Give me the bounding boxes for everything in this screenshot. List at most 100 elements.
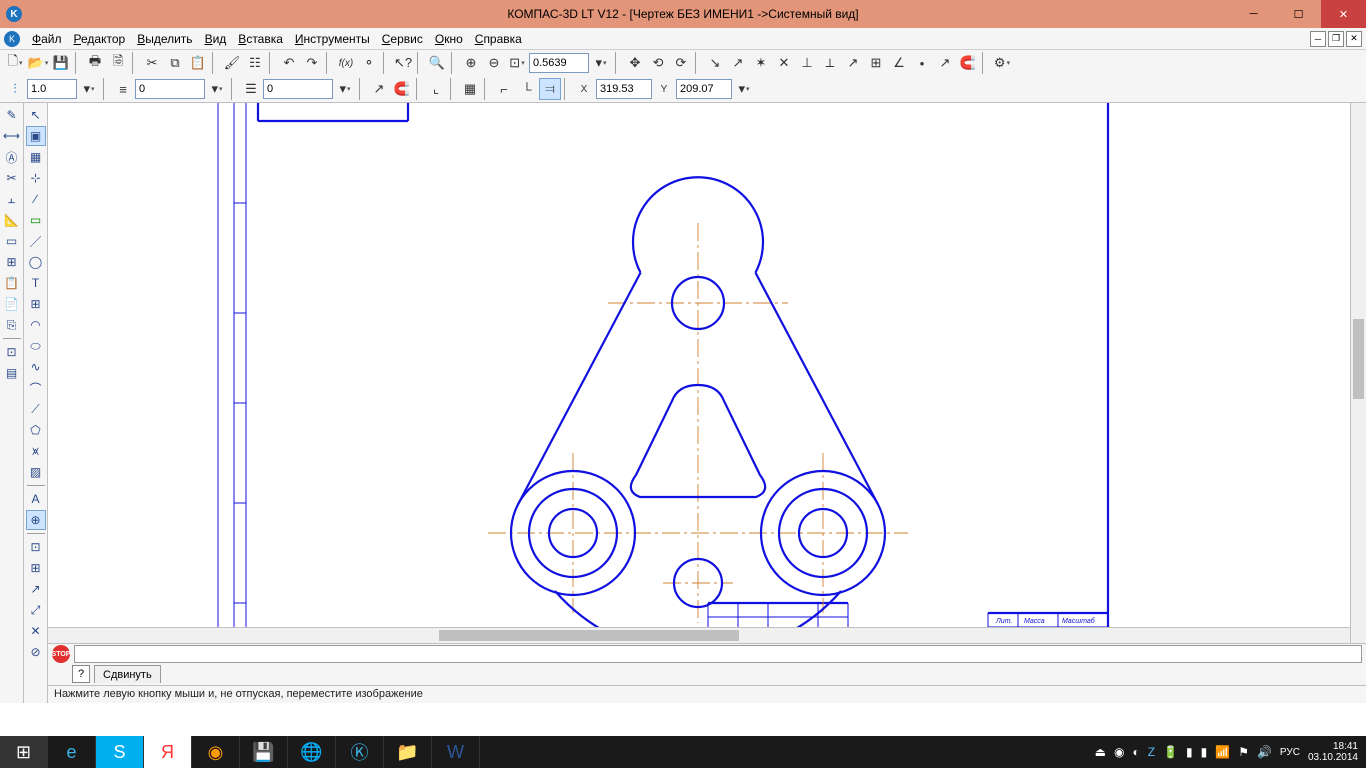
snap-toggle-button[interactable]: 🧲	[957, 52, 979, 74]
style-button[interactable]: ≡	[112, 78, 134, 100]
assoc-panel-button[interactable]: ⊞	[2, 252, 22, 272]
menu-сервис[interactable]: Сервис	[376, 30, 429, 48]
snap-center-button[interactable]: ✶	[750, 52, 772, 74]
mdi-close-button[interactable]: ✕	[1346, 31, 1362, 47]
tray-icon[interactable]: ▮	[1186, 745, 1193, 759]
layer-input[interactable]	[263, 79, 333, 99]
view-tool-6[interactable]: ⊘	[26, 642, 46, 662]
help-button[interactable]: ?	[72, 665, 90, 683]
layer-dd[interactable]: ▾	[334, 78, 356, 100]
select-panel-button[interactable]: ▭	[2, 231, 22, 251]
rect-tool[interactable]: ▭	[26, 210, 46, 230]
snap-along-button[interactable]: ↗	[934, 52, 956, 74]
clock[interactable]: 18:41 03.10.2014	[1308, 741, 1358, 763]
print-button[interactable]: 🖶	[84, 52, 106, 74]
save-taskbar-button[interactable]: 💾	[240, 736, 288, 768]
text-tool[interactable]: T	[26, 273, 46, 293]
snap-intersect-button[interactable]: ✕	[773, 52, 795, 74]
view-tool-2[interactable]: ⊞	[26, 558, 46, 578]
skype-taskbar-button[interactable]: S	[96, 736, 144, 768]
ortho-button[interactable]: ↗	[368, 78, 390, 100]
preview-button[interactable]: 🗟	[107, 52, 129, 74]
spline-tool[interactable]: ∿	[26, 357, 46, 377]
chamfer-tool[interactable]: ⟋	[26, 399, 46, 419]
open-button[interactable]: 📂	[27, 52, 49, 74]
start-button[interactable]: ⊞	[0, 736, 48, 768]
snap-tangent-button[interactable]: ⊥	[796, 52, 818, 74]
mdi-restore-button[interactable]: ❐	[1328, 31, 1344, 47]
network-icon[interactable]: 📶	[1215, 745, 1230, 759]
help-cursor-button[interactable]: ↖?	[392, 52, 414, 74]
zoom-prev-button[interactable]: ⟲	[647, 52, 669, 74]
kompas-taskbar-button[interactable]: Ⓚ	[336, 736, 384, 768]
reports-panel-button[interactable]: 📄	[2, 294, 22, 314]
ie-taskbar-button[interactable]: e	[48, 736, 96, 768]
cursor-tool[interactable]: ↖	[26, 105, 46, 125]
save-button[interactable]: 💾	[50, 52, 72, 74]
tray-icon[interactable]: ◉	[1114, 745, 1124, 759]
close-button[interactable]: ✕	[1321, 0, 1366, 28]
menu-окно[interactable]: Окно	[429, 30, 469, 48]
mdi-minimize-button[interactable]: ─	[1310, 31, 1326, 47]
edit-panel-button[interactable]: ✂	[2, 168, 22, 188]
command-input[interactable]	[74, 645, 1362, 663]
variables-button[interactable]: ⚬	[358, 52, 380, 74]
menu-вид[interactable]: Вид	[199, 30, 233, 48]
zoom-window-button[interactable]: 🔍	[426, 52, 448, 74]
snap-point-button[interactable]: •	[911, 52, 933, 74]
yandex-taskbar-button[interactable]: Я	[144, 736, 192, 768]
maximize-button[interactable]: ☐	[1276, 0, 1321, 28]
layer-button[interactable]: ☰	[240, 78, 262, 100]
volume-icon[interactable]: 🔊	[1257, 745, 1272, 759]
snap-end-button[interactable]: ↘	[704, 52, 726, 74]
circle-tool[interactable]: ◯	[26, 252, 46, 272]
tray-icon[interactable]: ▮	[1201, 745, 1208, 759]
table-tool[interactable]: ⊞	[26, 294, 46, 314]
step-button[interactable]: ⫶	[4, 78, 26, 100]
snap-normal-button[interactable]: ⟂	[819, 52, 841, 74]
copy-props-button[interactable]: 🖌	[221, 52, 243, 74]
polygon-tool[interactable]: ⬠	[26, 420, 46, 440]
tray-icon[interactable]: 🔋	[1163, 745, 1178, 759]
language-indicator[interactable]: РУС	[1280, 747, 1300, 758]
menu-редактор[interactable]: Редактор	[68, 30, 132, 48]
menu-вставка[interactable]: Вставка	[232, 30, 289, 48]
stop-button[interactable]: STOP	[52, 645, 70, 663]
redo-button[interactable]: ↷	[301, 52, 323, 74]
action-center-icon[interactable]: ⚑	[1238, 745, 1249, 759]
ortho-mode-button[interactable]: ⌐	[493, 78, 515, 100]
hatch-tool[interactable]: ▨	[26, 462, 46, 482]
view-tool-4[interactable]: ⤢	[26, 600, 46, 620]
menu-справка[interactable]: Справка	[469, 30, 528, 48]
geometry-panel-button[interactable]: ✎	[2, 105, 22, 125]
coord-dd[interactable]: ▾	[733, 78, 755, 100]
view-tool-5[interactable]: ✕	[26, 621, 46, 641]
grid-button[interactable]: ▦	[459, 78, 481, 100]
aux-line-tool[interactable]: ∕	[26, 189, 46, 209]
paste-button[interactable]: 📋	[187, 52, 209, 74]
style-dd[interactable]: ▾	[206, 78, 228, 100]
coord-y-input[interactable]	[676, 79, 732, 99]
font-tool[interactable]: A	[26, 489, 46, 509]
coord-x-input[interactable]	[596, 79, 652, 99]
command-tab[interactable]: Сдвинуть	[94, 665, 161, 683]
origin-tool[interactable]: ⊕	[26, 510, 46, 530]
properties-button[interactable]: ☷	[244, 52, 266, 74]
style-input[interactable]	[135, 79, 205, 99]
aimp-taskbar-button[interactable]: ◉	[192, 736, 240, 768]
copy-button[interactable]: ⧉	[164, 52, 186, 74]
new-button[interactable]: 🗋	[4, 52, 26, 74]
menu-выделить[interactable]: Выделить	[131, 30, 198, 48]
minimize-button[interactable]: ─	[1231, 0, 1276, 28]
params-panel-button[interactable]: ⫠	[2, 189, 22, 209]
view-tool-1[interactable]: ⊡	[26, 537, 46, 557]
measure-panel-button[interactable]: 📐	[2, 210, 22, 230]
drawing-panel-button[interactable]: ▤	[2, 363, 22, 383]
vertical-scrollbar[interactable]	[1350, 103, 1366, 643]
snap-nearest-button[interactable]: ↗	[842, 52, 864, 74]
notation-panel-button[interactable]: Ⓐ	[2, 147, 22, 167]
insert-panel-button[interactable]: ⎘	[2, 315, 22, 335]
views-panel-button[interactable]: ⊡	[2, 342, 22, 362]
tracking-button[interactable]: ⫤	[539, 78, 561, 100]
refresh-button[interactable]: ⟳	[670, 52, 692, 74]
